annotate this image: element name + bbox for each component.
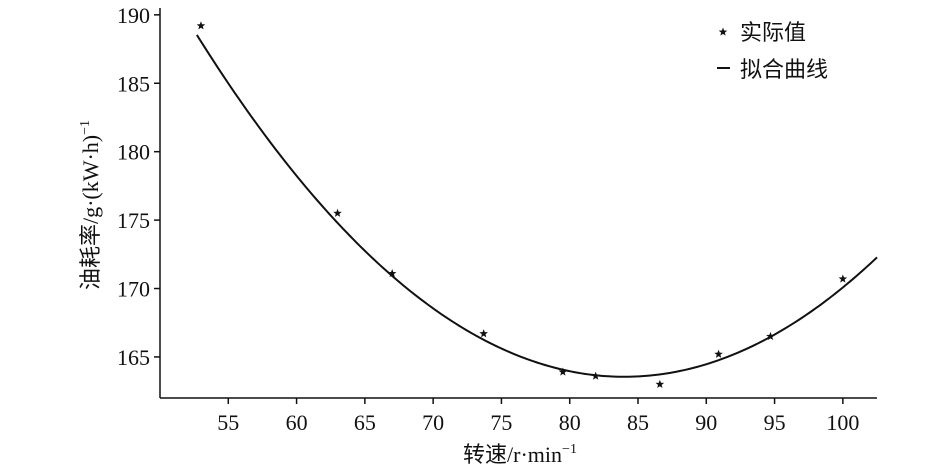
x-tick-label: 75 (490, 410, 512, 435)
data-point (387, 268, 397, 278)
y-axis-title-sup: −1 (78, 120, 93, 135)
y-tick-label: 185 (117, 71, 150, 96)
data-point (591, 371, 600, 380)
y-ticks: 165 170 175 180 185 190 (117, 3, 160, 370)
legend: 实际值 拟合曲线 (717, 21, 828, 83)
legend-label-actual: 实际值 (740, 21, 806, 46)
fit-curve (196, 34, 878, 378)
y-tick-label: 165 (117, 345, 150, 370)
x-tick-label: 95 (764, 410, 786, 435)
x-tick-label: 70 (422, 410, 444, 435)
y-tick-label: 170 (117, 277, 150, 302)
x-axis-title-sup: −1 (562, 442, 577, 457)
data-point (838, 274, 848, 283)
data-point (714, 349, 723, 358)
x-tick-label: 85 (627, 410, 649, 435)
x-ticks: 55 60 65 70 75 80 85 90 95 100 (217, 398, 859, 435)
axes (159, 8, 877, 399)
x-tick-label: 55 (217, 410, 239, 435)
x-axis-title: 转速/r·min−1 (463, 442, 577, 467)
y-axis-title: 油耗率/g·(kW·h)−1 (78, 120, 103, 290)
x-axis-title-text: 转速/r·min (463, 442, 562, 467)
y-tick-label: 175 (117, 208, 150, 233)
data-points (196, 21, 848, 388)
x-tick-label: 80 (559, 410, 581, 435)
data-point (479, 329, 488, 338)
data-point (655, 379, 665, 388)
legend-star-marker (718, 27, 728, 36)
x-tick-label: 100 (826, 410, 859, 435)
data-point (558, 367, 568, 376)
y-tick-label: 180 (117, 140, 150, 165)
data-point (196, 21, 206, 30)
data-point (766, 331, 775, 341)
data-point (333, 208, 342, 217)
y-tick-label: 190 (117, 3, 150, 28)
x-tick-label: 60 (286, 410, 308, 435)
legend-label-fit: 拟合曲线 (740, 58, 828, 83)
plot-area (196, 21, 878, 388)
x-tick-label: 65 (354, 410, 376, 435)
x-tick-label: 90 (695, 410, 717, 435)
y-axis-title-text: 油耗率/g·(kW·h) (78, 135, 103, 290)
